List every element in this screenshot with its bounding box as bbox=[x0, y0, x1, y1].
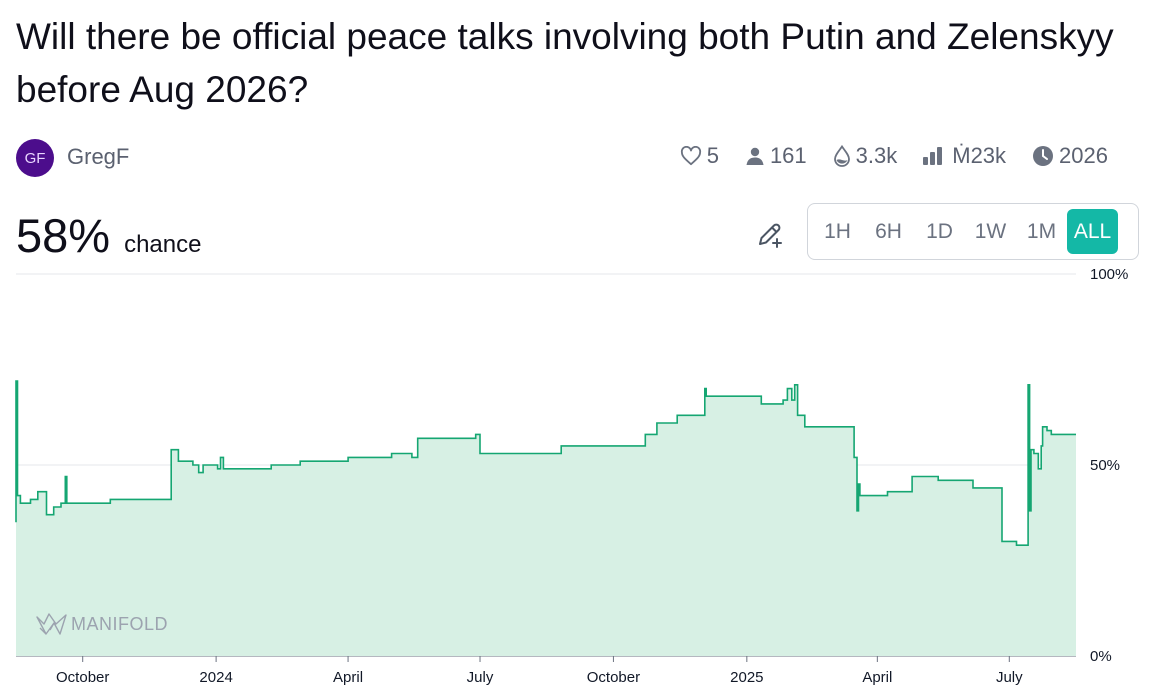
time-range-selector: 1H 6H 1D 1W 1M ALL bbox=[807, 203, 1139, 260]
liquidity-value: 3.3k bbox=[855, 143, 898, 168]
likes-count: 5 bbox=[706, 143, 719, 168]
x-tick-label: April bbox=[862, 669, 892, 686]
manifold-watermark: MANIFOLD bbox=[36, 613, 168, 635]
probability-line bbox=[15, 380, 1076, 546]
range-1d[interactable]: 1D bbox=[914, 209, 965, 254]
y-axis: 100% 50% 0% bbox=[1090, 266, 1128, 665]
volume-stat: Ṁ23k bbox=[923, 143, 1006, 169]
droplet-icon bbox=[833, 145, 851, 167]
probability-area bbox=[16, 381, 1076, 656]
manifold-logo-icon bbox=[36, 613, 67, 635]
range-1h[interactable]: 1H bbox=[812, 209, 863, 254]
range-all[interactable]: ALL bbox=[1067, 209, 1118, 254]
probability-display: 58% chance bbox=[16, 208, 201, 263]
creator-avatar[interactable]: GF bbox=[16, 139, 54, 177]
probability-label: chance bbox=[124, 231, 202, 258]
x-tick-label: October bbox=[587, 669, 640, 686]
annotate-chart-button[interactable] bbox=[752, 218, 788, 254]
market-title: Will there be official peace talks invol… bbox=[16, 16, 1114, 110]
x-tick-label: 2025 bbox=[730, 669, 763, 686]
clock-icon bbox=[1032, 145, 1054, 167]
manifold-watermark-text: MANIFOLD bbox=[71, 614, 168, 634]
x-axis: October 2024 April July October 2025 April July bbox=[56, 656, 1023, 686]
range-1w[interactable]: 1W bbox=[965, 209, 1016, 254]
volume-value: Ṁ23k bbox=[952, 143, 1007, 168]
x-tick-label: 2024 bbox=[199, 669, 232, 686]
range-6h[interactable]: 6H bbox=[863, 209, 914, 254]
range-1m[interactable]: 1M bbox=[1016, 209, 1067, 254]
x-tick-label: July bbox=[996, 669, 1023, 686]
y-tick-label: 100% bbox=[1090, 266, 1128, 283]
x-tick-label: April bbox=[333, 669, 363, 686]
probability-value: 58% bbox=[16, 209, 111, 262]
close-year: 2026 bbox=[1059, 143, 1108, 168]
traders-stat: 161 bbox=[745, 143, 807, 169]
likes-stat[interactable]: 5 bbox=[680, 143, 719, 169]
y-tick-label: 0% bbox=[1090, 648, 1112, 665]
traders-count: 161 bbox=[769, 143, 807, 168]
creator-name[interactable]: GregF bbox=[67, 144, 130, 169]
probability-chart[interactable]: 100% 50% 0% October 2024 April July October 202… bbox=[0, 262, 1156, 700]
market-stats: 5 161 3.3k Ṁ23k 2026 bbox=[680, 143, 1108, 169]
heart-icon bbox=[680, 146, 702, 166]
bar-chart-icon bbox=[923, 147, 947, 165]
x-tick-label: October bbox=[56, 669, 109, 686]
close-date-stat: 2026 bbox=[1032, 143, 1108, 169]
user-icon bbox=[745, 146, 765, 166]
x-tick-label: July bbox=[467, 669, 494, 686]
liquidity-stat: 3.3k bbox=[833, 143, 898, 169]
pencil-plus-icon bbox=[756, 220, 784, 253]
y-tick-label: 50% bbox=[1090, 457, 1120, 474]
